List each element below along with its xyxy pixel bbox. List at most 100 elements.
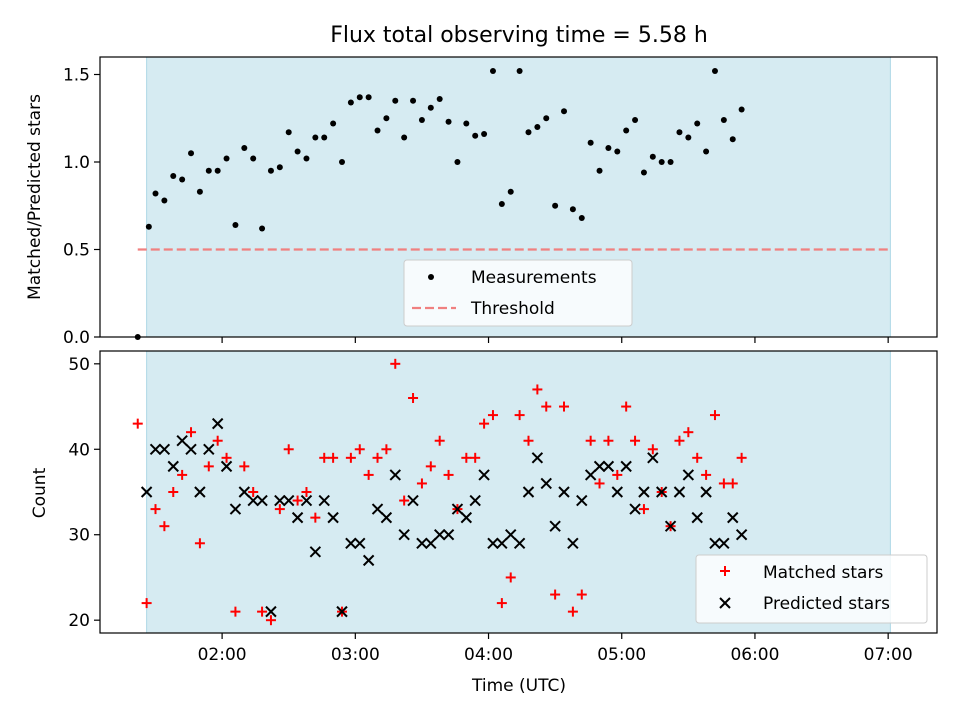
- measurement-point: [454, 159, 461, 165]
- x-tick-label: 04:00: [464, 645, 513, 665]
- matched-star-marker: [292, 495, 303, 506]
- predicted-star-marker: [576, 494, 588, 507]
- measurement-point: [543, 115, 550, 122]
- matched-star-marker: [683, 427, 694, 438]
- predicted-star-marker-b: [505, 529, 517, 541]
- predicted-star-marker-b: [718, 537, 730, 549]
- legend-box: [403, 259, 633, 327]
- measurement-point: [267, 167, 274, 174]
- predicted-star-marker-b: [229, 503, 242, 515]
- predicted-star-marker-b: [158, 443, 171, 455]
- predicted-star-marker: [380, 511, 393, 524]
- predicted-star-marker: [140, 486, 153, 498]
- predicted-star-marker-b: [602, 460, 615, 473]
- predicted-star-marker: [416, 537, 428, 549]
- measurement-point: [552, 202, 559, 209]
- predicted-star-marker-b: [709, 537, 721, 549]
- measurement-point: [152, 190, 159, 197]
- measurement-point: [649, 153, 656, 160]
- legend-matched-label: Matched stars: [763, 563, 883, 583]
- matched-star-marker: [621, 401, 632, 412]
- matched-star-marker: [399, 495, 410, 506]
- chart-title: Flux total observing time = 5.58 h: [330, 23, 708, 48]
- predicted-star-marker-b: [211, 417, 224, 430]
- x-tick-label: 05:00: [597, 645, 646, 665]
- predicted-star-marker-b: [433, 529, 446, 541]
- predicted-star-marker-b: [318, 494, 330, 507]
- predicted-star-marker: [496, 537, 508, 549]
- predicted-star-marker-b: [655, 486, 668, 498]
- predicted-star-marker-b: [540, 477, 552, 490]
- measurement-point: [561, 108, 568, 115]
- measurement-point: [374, 127, 381, 134]
- measurement-point: [640, 169, 647, 176]
- predicted-star-marker: [185, 443, 197, 455]
- matched-star-marker: [345, 452, 356, 463]
- x-tick-label: 07:00: [864, 645, 913, 665]
- predicted-star-marker: [691, 511, 703, 524]
- predicted-star-marker: [247, 494, 259, 507]
- measurement-points: [134, 68, 745, 340]
- predicted-star-marker: [451, 503, 464, 515]
- measurement-point: [321, 134, 328, 141]
- measurement-point: [241, 145, 248, 151]
- predicted-star-marker: [469, 494, 481, 507]
- y-tick-label: 1.0: [63, 153, 90, 173]
- matched-star-marker: [265, 615, 276, 626]
- predicted-star-marker-b: [469, 494, 481, 507]
- x-tick-label: 03:00: [331, 645, 380, 665]
- measurement-point: [667, 159, 674, 165]
- matched-star-marker: [638, 504, 649, 515]
- y-tick-label: 0.5: [63, 241, 90, 261]
- predicted-star-marker: [442, 529, 455, 541]
- matched-star-marker: [727, 478, 738, 489]
- measurement-point: [738, 106, 745, 113]
- measurement-point: [507, 188, 514, 195]
- predicted-star-marker-b: [371, 503, 384, 515]
- matched-star-marker: [736, 452, 747, 463]
- predicted-star-marker: [433, 529, 446, 541]
- measurement-point: [534, 124, 541, 130]
- measurement-point: [205, 167, 212, 174]
- predicted-star-marker: [709, 537, 721, 549]
- predicted-star-marker: [167, 460, 179, 473]
- matched-star-marker: [212, 435, 223, 446]
- predicted-star-marker: [256, 494, 268, 507]
- predicted-star-marker: [300, 494, 313, 507]
- predicted-star-marker-b: [451, 503, 464, 515]
- measurement-point: [569, 206, 576, 213]
- matched-star-marker: [647, 444, 658, 455]
- matched-star-marker: [319, 452, 330, 463]
- predicted-star-marker: [158, 443, 171, 455]
- predicted-star-marker-b: [584, 469, 597, 481]
- predicted-star-marker-b: [549, 520, 561, 532]
- measurement-point: [605, 145, 612, 151]
- matched-star-marker: [150, 504, 161, 515]
- count-y-ticks: 20 30 40 50: [68, 355, 100, 631]
- legend-threshold-label: Threshold: [470, 299, 555, 319]
- matched-star-marker: [381, 444, 392, 455]
- measurement-point: [694, 120, 701, 127]
- matched-star-marker: [567, 606, 578, 617]
- predicted-star-marker-b: [185, 443, 197, 455]
- predicted-star-marker-b: [256, 494, 268, 507]
- predicted-star-marker: [407, 494, 419, 507]
- matched-star-marker: [363, 469, 374, 480]
- predicted-star-marker-b: [567, 537, 579, 549]
- measurement-point: [498, 201, 505, 207]
- measurement-point: [179, 176, 186, 183]
- predicted-star-marker-b: [593, 460, 606, 473]
- predicted-star-marker-b: [700, 486, 712, 498]
- matched-star-marker: [709, 410, 720, 421]
- predicted-star-marker-b: [664, 520, 677, 532]
- matched-star-marker: [692, 452, 703, 463]
- predicted-star-marker-b: [647, 452, 659, 464]
- matched-star-marker: [496, 598, 507, 609]
- matched-star-marker: [541, 401, 552, 412]
- matched-star-marker: [274, 504, 285, 515]
- predicted-star-marker: [327, 511, 339, 524]
- matched-star-marker: [514, 410, 525, 421]
- predicted-star-marker: [345, 537, 357, 549]
- predicted-star-marker: [283, 494, 295, 507]
- predicted-star-marker-b: [336, 605, 348, 618]
